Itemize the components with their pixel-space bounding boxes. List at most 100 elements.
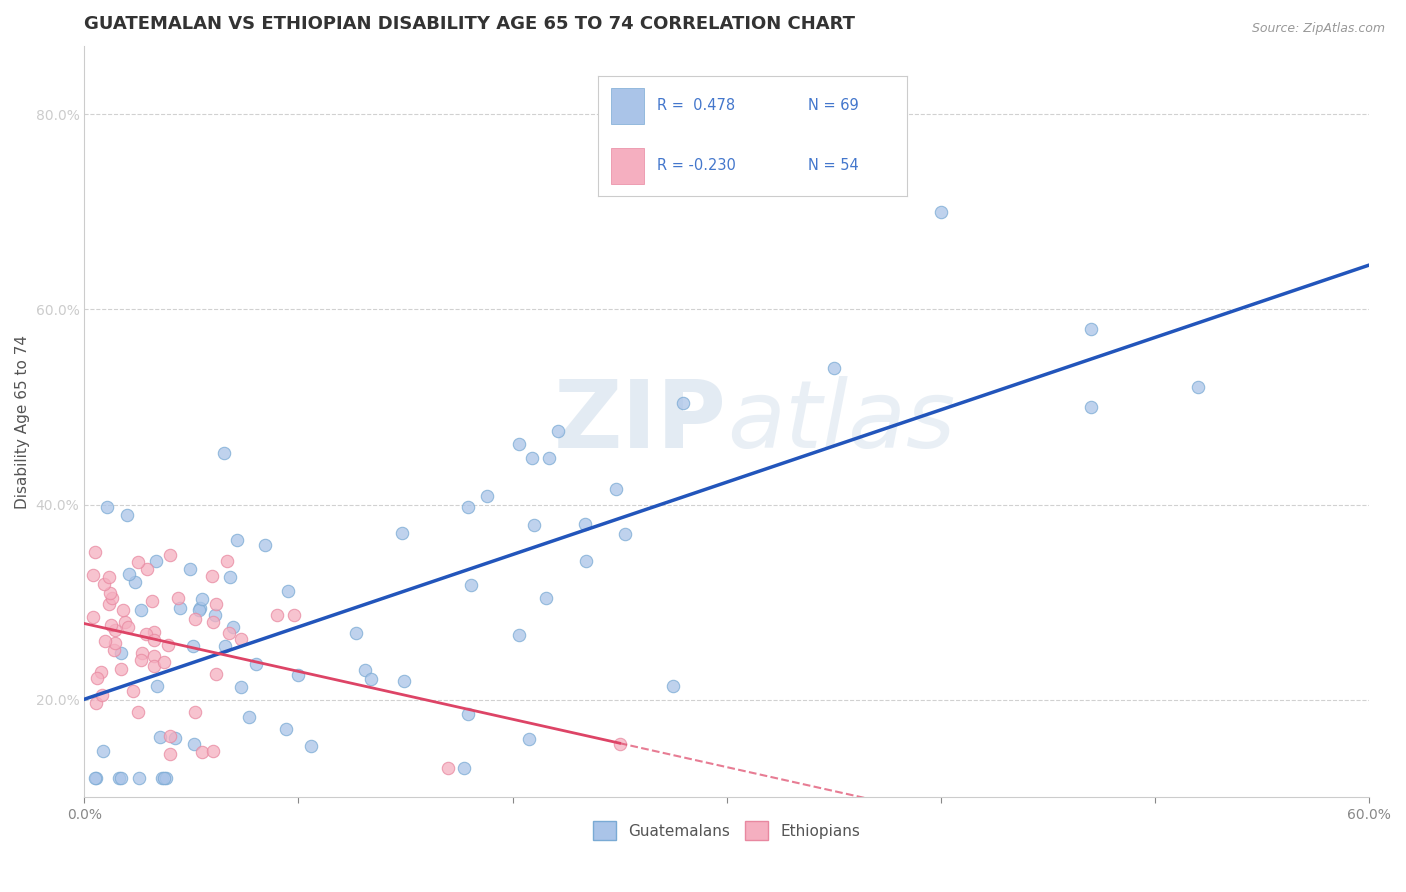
Point <box>437 761 460 775</box>
Point <box>277 584 299 599</box>
Point <box>520 450 543 465</box>
Point <box>183 639 205 653</box>
Point <box>127 705 149 719</box>
Point <box>135 627 157 641</box>
Point <box>142 632 165 647</box>
Point <box>110 662 132 676</box>
Point <box>163 731 186 746</box>
Point <box>519 731 541 746</box>
Point <box>391 526 413 541</box>
Point <box>153 655 176 669</box>
Point <box>534 591 557 605</box>
Point <box>212 445 235 459</box>
Point <box>201 743 224 757</box>
Point <box>108 771 131 785</box>
Point <box>98 597 121 611</box>
Point <box>672 396 695 410</box>
Point <box>508 436 530 450</box>
Point <box>93 744 115 758</box>
Point <box>929 204 952 219</box>
Point <box>460 577 482 591</box>
Point <box>149 731 172 745</box>
Point <box>547 424 569 438</box>
Point <box>166 591 188 606</box>
Point <box>605 482 627 496</box>
Point <box>214 639 236 653</box>
Point <box>150 771 173 785</box>
Legend: Guatemalans, Ethiopians: Guatemalans, Ethiopians <box>586 815 866 847</box>
Point <box>184 705 207 719</box>
Point <box>96 500 118 515</box>
Point <box>457 707 479 722</box>
Point <box>274 723 297 737</box>
Point <box>159 549 181 563</box>
Point <box>169 600 191 615</box>
Point <box>145 553 167 567</box>
Point <box>159 747 181 761</box>
Point <box>91 689 114 703</box>
Point <box>84 771 107 785</box>
Point <box>221 619 243 633</box>
Y-axis label: Disability Age 65 to 74: Disability Age 65 to 74 <box>15 334 30 508</box>
Point <box>204 607 226 622</box>
Point <box>346 625 368 640</box>
Point <box>118 567 141 582</box>
Point <box>122 683 145 698</box>
Point <box>84 771 107 785</box>
Point <box>661 679 683 693</box>
Point <box>104 623 127 637</box>
Point <box>117 620 139 634</box>
Point <box>191 745 214 759</box>
Point <box>218 569 240 583</box>
Point <box>201 568 224 582</box>
Point <box>100 591 122 606</box>
Point <box>205 667 228 681</box>
Point <box>110 771 132 785</box>
Point <box>143 625 166 640</box>
Point <box>115 508 138 522</box>
Point <box>146 679 169 693</box>
Point <box>217 554 239 568</box>
Point <box>97 570 120 584</box>
Point <box>453 761 475 775</box>
Point <box>477 489 499 503</box>
Point <box>84 696 107 710</box>
Point <box>111 603 134 617</box>
Point <box>1080 400 1102 414</box>
Point <box>93 577 115 591</box>
Point <box>508 627 530 641</box>
Point <box>143 659 166 673</box>
Point <box>183 737 205 751</box>
Point <box>103 642 125 657</box>
Point <box>575 554 598 568</box>
Point <box>574 516 596 531</box>
Point <box>457 500 479 515</box>
Point <box>1080 322 1102 336</box>
Point <box>1187 380 1209 394</box>
Point <box>143 649 166 664</box>
Point <box>360 673 382 687</box>
Point <box>191 591 214 606</box>
Point <box>202 615 225 629</box>
Point <box>153 771 176 785</box>
Point <box>226 533 249 548</box>
Point <box>114 615 136 629</box>
Point <box>124 574 146 589</box>
Point <box>82 568 104 582</box>
Point <box>205 597 228 611</box>
Point <box>287 668 309 682</box>
Text: atlas: atlas <box>727 376 955 467</box>
Point <box>98 586 121 600</box>
Point <box>614 526 637 541</box>
Text: ZIP: ZIP <box>554 376 727 467</box>
Point <box>188 603 211 617</box>
Point <box>218 626 240 640</box>
Point <box>229 680 252 694</box>
Point <box>90 665 112 679</box>
Point <box>537 450 560 465</box>
Point <box>184 611 207 625</box>
Point <box>159 729 181 743</box>
Point <box>86 671 108 685</box>
Point <box>188 600 211 615</box>
Point <box>141 594 163 608</box>
